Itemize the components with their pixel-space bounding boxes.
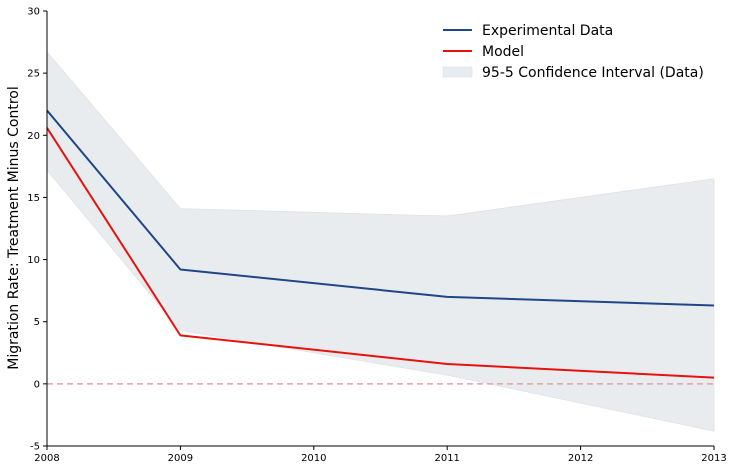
x-tick-label-2012: 2012	[568, 453, 593, 464]
ticks-layer: 2008 2009 2010 2011 2012 2013 -5 0 5 10 15 20 25 30	[27, 7, 726, 465]
y-tick-label-20: 20	[27, 131, 40, 142]
axes-layer	[46, 11, 714, 447]
y-tick-label-25: 25	[27, 69, 40, 80]
x-tick-label-2010: 2010	[301, 453, 326, 464]
legend-label-experimental-data: Experimental Data	[482, 23, 613, 39]
y-tick-label-neg5: -5	[30, 442, 40, 453]
y-tick-label-5: 5	[34, 317, 40, 328]
legend: Experimental Data Model 95-5 Confidence …	[442, 23, 704, 81]
y-tick-label-10: 10	[27, 255, 40, 266]
x-tick-label-2008: 2008	[34, 453, 59, 464]
x-tick-label-2013: 2013	[701, 453, 726, 464]
legend-label-confidence-interval: 95-5 Confidence Interval (Data)	[482, 65, 704, 81]
series-line-model	[46, 127, 715, 379]
y-tick-label-30: 30	[27, 7, 40, 18]
confidence-band	[46, 50, 715, 432]
series-line-experimental-data	[46, 109, 715, 307]
legend-label-model: Model	[482, 44, 524, 60]
y-axis-label: Migration Rate: Treatment Minus Control	[6, 86, 22, 369]
y-tick-label-0: 0	[34, 379, 40, 390]
x-tick-label-2011: 2011	[434, 453, 459, 464]
x-tick-label-2009: 2009	[168, 453, 193, 464]
legend-swatch-confidence-interval	[442, 66, 473, 78]
y-tick-label-15: 15	[27, 193, 40, 204]
confidence-band-layer	[46, 50, 715, 432]
